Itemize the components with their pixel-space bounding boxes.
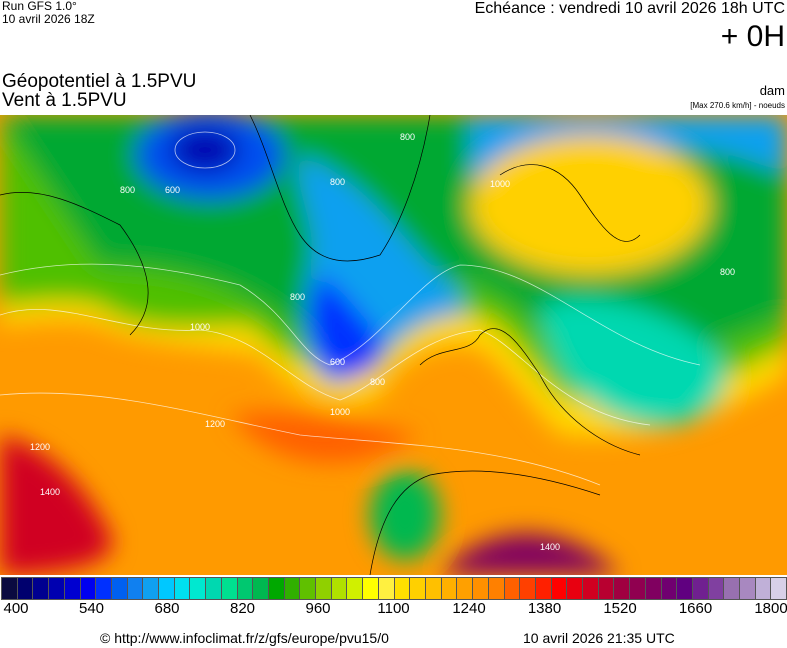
colorbar-swatch: [755, 578, 772, 599]
title-wind: Vent à 1.5PVU: [2, 90, 127, 111]
generated-time: 10 avril 2026 21:35 UTC: [523, 630, 675, 646]
colorbar-swatch: [520, 578, 536, 599]
colorbar-swatch: [159, 578, 175, 599]
colorbar-tick-label: 1380: [527, 600, 562, 617]
contour-label: 1000: [490, 179, 510, 189]
source-url: © http://www.infoclimat.fr/z/gfs/europe/…: [100, 630, 389, 646]
contour-label: 800: [120, 185, 135, 195]
colorbar-swatch: [300, 578, 317, 599]
colorbar-swatch: [221, 578, 238, 599]
contour-label: 1400: [540, 542, 560, 552]
colorbar-swatch: [535, 578, 552, 599]
weather-map: 600 800 800 800 800 800 1000 1000 1000 1…: [0, 115, 787, 575]
contour-label: 1400: [40, 487, 60, 497]
colorbar-swatch: [33, 578, 50, 599]
colorbar-swatch: [284, 578, 301, 599]
colorbar-swatch: [441, 578, 458, 599]
colorbar-tick-label: 960: [305, 600, 331, 617]
colorbar-swatch: [96, 578, 112, 599]
colorbar-swatch: [80, 578, 97, 599]
contour-label: 800: [400, 132, 415, 142]
colorbar-swatch: [630, 578, 646, 599]
colorbar-swatch: [378, 578, 395, 599]
colorbar-swatch: [425, 578, 442, 599]
run-info: Run GFS 1.0° 10 avril 2026 18Z: [2, 0, 95, 26]
colorbar-swatch: [49, 578, 65, 599]
contour-label: 800: [720, 267, 735, 277]
contour-label: 800: [330, 177, 345, 187]
colorbar-swatch: [268, 578, 285, 599]
contour-label: 600: [165, 185, 180, 195]
colorbar-swatch: [316, 578, 332, 599]
colorbar-tick-label: 1100: [377, 600, 410, 617]
colorbar-swatch: [253, 578, 269, 599]
colorbar-swatch: [331, 578, 348, 599]
colorbar-swatch: [692, 578, 709, 599]
colorbar-swatch: [2, 578, 18, 599]
coastlines: [0, 115, 641, 575]
colorbar-swatch: [583, 578, 599, 599]
colorbar-swatch: [614, 578, 631, 599]
colorbar-tick-label: 1240: [452, 600, 486, 617]
colorbar-ticks: 400 540 680 820 960 1100 1240 1380 1520 1660 1800: [0, 600, 787, 618]
contour-label: 800: [290, 292, 305, 302]
colorbar-swatch: [771, 578, 787, 599]
colorbar-swatch: [645, 578, 662, 599]
colorbar-swatch: [363, 578, 379, 599]
colorbar-swatch: [237, 578, 254, 599]
max-wind-label: [Max 270.6 km/h] - noeuds: [690, 101, 785, 110]
colorbar-tick-label: 400: [3, 600, 29, 617]
colorbar-swatch: [190, 578, 207, 599]
colorbar-tick-label: 680: [154, 600, 180, 617]
colorbar-tick-label: 1660: [678, 600, 713, 617]
colorbar: [1, 577, 787, 600]
colorbar-swatch: [64, 578, 81, 599]
title-geopotential: Géopotentiel à 1.5PVU: [2, 71, 197, 92]
colorbar-swatch: [111, 578, 128, 599]
colorbar-swatch: [598, 578, 615, 599]
geopotential-field: [0, 115, 787, 575]
colorbar-swatch: [410, 578, 426, 599]
colorbar-swatch: [567, 578, 584, 599]
contour-label: 1200: [205, 419, 225, 429]
colorbar-swatch: [394, 578, 411, 599]
colorbar-swatch: [17, 578, 34, 599]
colorbar-swatch: [488, 578, 505, 599]
colorbar-tick-label: 1520: [603, 600, 637, 617]
contour-label: 800: [370, 377, 385, 387]
map-titles: Géopotentiel à 1.5PVU Vent à 1.5PVU: [2, 72, 196, 110]
lead-time: + 0H: [720, 20, 785, 53]
colorbar-swatch: [206, 578, 222, 599]
contour-label: 1200: [30, 442, 50, 452]
colorbar-swatch: [473, 578, 489, 599]
forecast-time: Echéance : vendredi 10 avril 2026 18h UT…: [474, 0, 785, 17]
contour-labels: 600 800 800 800 800 800 1000 1000 1000 1…: [30, 132, 735, 552]
contour-label: 1000: [190, 322, 210, 332]
colorbar-swatch: [724, 578, 741, 599]
colorbar-swatch: [504, 578, 521, 599]
run-date: 10 avril 2026 18Z: [2, 12, 95, 26]
colorbar-tick-label: 540: [78, 600, 105, 617]
colorbar-tick-label: 1800: [754, 600, 787, 617]
colorbar-swatch: [740, 578, 756, 599]
colorbar-tick-label: 820: [229, 600, 256, 617]
colorbar-swatch: [127, 578, 144, 599]
colorbar-swatch: [677, 578, 693, 599]
colorbar-swatch: [143, 578, 160, 599]
colorbar-swatch: [457, 578, 474, 599]
colorbar-swatch: [174, 578, 191, 599]
contour-label: 600: [330, 357, 345, 367]
colorbar-swatch: [661, 578, 678, 599]
colorbar-swatch: [347, 578, 364, 599]
run-model: Run GFS 1.0°: [2, 0, 77, 13]
contour-lines: [0, 131, 701, 486]
contour-label: 1000: [330, 407, 350, 417]
colorbar-swatch: [708, 578, 725, 599]
unit-label: dam: [759, 83, 785, 98]
colorbar-swatch: [551, 578, 568, 599]
